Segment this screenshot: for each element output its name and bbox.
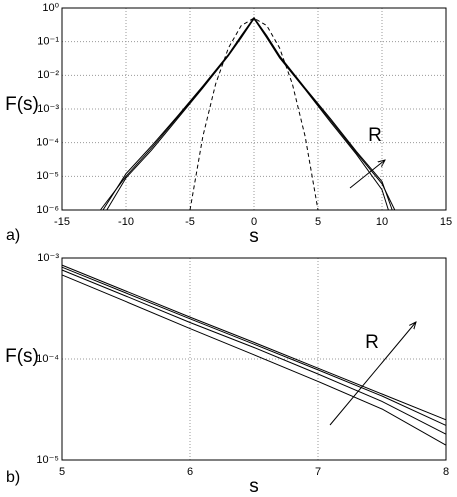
y-axis-title: F(s) [5,346,39,367]
x-tick-label: 8 [443,466,449,478]
panel-label: a) [6,227,20,244]
x-tick-label: 7 [315,466,321,478]
x-tick-label: 5 [59,466,65,478]
x-tick-label: 5 [315,216,321,228]
plot-frame [61,257,447,461]
series-line [61,266,447,426]
annotation: R [368,125,382,146]
series-line [61,269,447,435]
x-tick-label: -5 [185,216,195,228]
x-tick-label: 15 [440,216,452,228]
y-tick-label: 10⁻⁴ [36,137,59,149]
x-tick-label: 6 [187,466,193,478]
y-tick-label: 10⁻⁵ [36,454,59,466]
y-tick-label: 10⁻² [37,69,59,81]
y-tick-label: 10⁻⁵ [36,170,59,182]
plot-frame [61,7,447,211]
x-axis-title: s [249,476,259,497]
y-tick-label: 10⁻³ [37,252,59,264]
y-tick-label: 10⁻³ [37,103,59,115]
series-line [102,16,393,211]
x-tick-label: 0 [251,216,257,228]
panel-label: b) [6,469,20,486]
y-tick-label: 10⁻⁴ [36,353,59,365]
annotation-arrow [329,322,416,426]
annotation: R [365,332,379,353]
annotation-arrow [349,160,385,189]
y-tick-label: 10⁻¹ [37,36,59,48]
y-axis-title: F(s) [5,94,39,115]
series-line [189,17,319,211]
y-tick-label: 10⁰ [42,2,59,14]
series-line [61,274,447,446]
x-tick-label: 10 [376,216,388,228]
series-line [100,17,396,211]
y-tick-label: 10⁻⁶ [36,204,59,216]
series-line [106,17,389,211]
series-line [61,264,447,421]
x-axis-title: s [249,226,259,247]
x-tick-label: -10 [118,216,134,228]
x-tick-label: -15 [54,216,70,228]
